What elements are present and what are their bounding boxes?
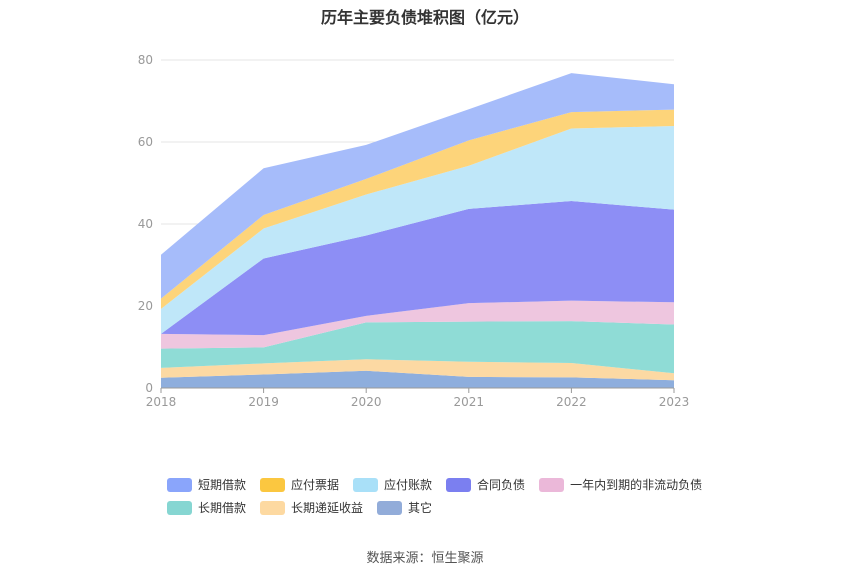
legend-item[interactable]: 应付账款	[353, 476, 432, 493]
legend-swatch	[167, 477, 192, 492]
legend-item[interactable]: 其它	[377, 499, 432, 516]
y-tick-label: 40	[138, 217, 153, 231]
legend-row-1: 短期借款 应付票据 应付账款 合同负债 一年内到期的非流动负债	[167, 473, 727, 496]
legend-swatch	[446, 477, 472, 492]
y-tick-label: 60	[138, 135, 153, 149]
legend-item[interactable]: 短期借款	[167, 476, 246, 493]
legend-swatch	[260, 477, 286, 492]
legend-label: 应付票据	[291, 478, 340, 492]
legend-swatch	[353, 477, 379, 492]
area-1	[161, 370, 674, 388]
axes: 0 20 40 60 80 2018 2019 2020 2021 2022 2023	[138, 53, 690, 409]
x-tick-label: 2023	[659, 395, 690, 409]
legend-label: 合同负债	[477, 478, 526, 492]
legend-label: 长期借款	[198, 501, 247, 515]
legend: 短期借款 应付票据 应付账款 合同负债 一年内到期的非流动负债 长期借款 长期递延收益 其它	[167, 473, 727, 519]
legend-item[interactable]: 一年内到期的非流动负债	[539, 476, 702, 493]
y-tick-label: 80	[138, 53, 153, 67]
legend-swatch	[167, 500, 192, 515]
legend-label: 其它	[408, 501, 433, 515]
area-2	[161, 359, 674, 381]
legend-label: 应付账款	[384, 478, 433, 492]
area-6	[161, 126, 674, 334]
legend-label: 短期借款	[198, 478, 247, 492]
y-tick-label: 0	[145, 381, 153, 395]
chart-title: 历年主要负债堆积图（亿元）	[320, 8, 529, 27]
x-tick-label: 2018	[146, 395, 177, 409]
area-3	[161, 321, 674, 374]
legend-swatch	[260, 500, 286, 515]
legend-row-2: 长期借款 长期递延收益 其它	[167, 496, 727, 519]
legend-item[interactable]: 长期递延收益	[260, 499, 363, 516]
legend-item[interactable]: 合同负债	[446, 476, 525, 493]
legend-label: 长期递延收益	[291, 501, 364, 515]
area-5	[161, 201, 674, 336]
legend-item[interactable]: 长期借款	[167, 499, 246, 516]
x-tick-label: 2022	[556, 395, 587, 409]
legend-label: 一年内到期的非流动负债	[570, 478, 703, 492]
legend-swatch	[539, 477, 565, 492]
x-tick-label: 2020	[351, 395, 382, 409]
area-series	[161, 73, 674, 388]
data-source: 数据来源：恒生聚源	[366, 551, 484, 566]
x-tick-label: 2021	[454, 395, 485, 409]
legend-item[interactable]: 应付票据	[260, 476, 339, 493]
area-8	[161, 73, 674, 299]
y-tick-label: 20	[138, 299, 153, 313]
legend-swatch	[377, 500, 403, 515]
x-tick-label: 2019	[248, 395, 279, 409]
area-4	[161, 300, 674, 349]
